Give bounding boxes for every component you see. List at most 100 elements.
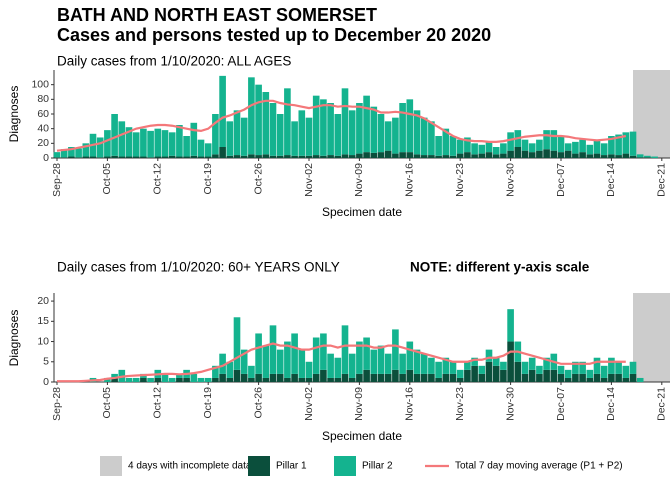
bar [651, 156, 658, 158]
bar [305, 117, 313, 156]
bar [478, 373, 486, 382]
x-tick-label: Sep-28 [51, 387, 63, 421]
bar [550, 150, 558, 158]
bar [471, 143, 478, 155]
x-tick-label: Dec-14 [605, 387, 617, 421]
bar [428, 121, 435, 156]
x-tick-label: Nov-23 [454, 163, 466, 197]
bar [269, 103, 277, 156]
bar [233, 369, 241, 382]
bar [370, 106, 378, 153]
bar [104, 377, 111, 382]
bar [500, 361, 507, 370]
legend-label: 4 days with incomplete data [128, 461, 252, 472]
bar [111, 114, 118, 156]
bar [507, 150, 514, 158]
bar [377, 345, 385, 374]
bar [543, 357, 550, 370]
y-tick-label: 15 [37, 315, 49, 327]
bar [579, 361, 586, 374]
bar [226, 155, 234, 158]
bar [334, 155, 342, 158]
y-tick-label: 0 [43, 152, 49, 164]
bar [118, 121, 126, 157]
bar [399, 152, 406, 158]
bar [327, 353, 334, 378]
bar [478, 365, 486, 374]
bar [500, 153, 507, 158]
x-tick-label: Nov-23 [454, 387, 466, 421]
bar [564, 377, 572, 382]
bar [312, 155, 320, 158]
bar [399, 353, 406, 374]
bar [262, 154, 270, 158]
bar [586, 144, 594, 155]
bar [406, 99, 414, 153]
bar [442, 155, 450, 158]
bar [629, 131, 637, 156]
bar [536, 365, 543, 374]
bar [543, 130, 550, 150]
bar [456, 139, 464, 154]
annotation: NOTE: different y-axis scale [410, 260, 590, 275]
bar [521, 361, 529, 374]
bar [636, 157, 644, 158]
bar [622, 132, 630, 154]
bar [557, 152, 565, 158]
bar [435, 136, 442, 156]
bar [442, 128, 450, 156]
bar [413, 349, 421, 374]
x-tick-label: Nov-30 [504, 163, 516, 197]
bar [291, 121, 298, 156]
bar [492, 357, 500, 366]
bar [255, 155, 262, 158]
bar [384, 373, 392, 382]
bar [219, 353, 226, 374]
moving-average-line [57, 342, 626, 383]
bar [140, 128, 147, 157]
bar [161, 130, 169, 157]
bar [190, 122, 198, 156]
bar [204, 156, 212, 158]
bar [276, 349, 284, 374]
y-tick-label: 20 [37, 295, 49, 307]
bar [377, 114, 385, 153]
bar [521, 139, 529, 151]
bar [291, 155, 298, 158]
x-tick-label: Oct-26 [252, 163, 264, 195]
bar [507, 132, 514, 151]
bar [197, 139, 205, 157]
x-tick-label: Nov-30 [504, 387, 516, 421]
x-axis-label: Specimen date [322, 429, 402, 443]
bar [543, 369, 550, 382]
bar [420, 155, 428, 158]
bar [176, 125, 183, 157]
bar [190, 373, 198, 382]
bar [291, 373, 298, 382]
bar [327, 155, 334, 158]
bar [464, 361, 471, 370]
bar [348, 110, 356, 156]
bar [392, 369, 399, 382]
x-tick-label: Oct-05 [101, 163, 113, 195]
bar [363, 152, 370, 158]
bar [341, 88, 349, 155]
bar [478, 144, 486, 154]
bar [233, 110, 241, 156]
bar [406, 152, 414, 158]
bar [269, 373, 277, 382]
bar [384, 150, 392, 158]
bar [644, 155, 651, 158]
bar [89, 156, 97, 158]
y-axis-label: Diagnoses [7, 310, 21, 367]
bar [255, 84, 262, 156]
bar [53, 152, 61, 158]
bar [125, 156, 133, 158]
bar [240, 373, 248, 382]
bar [341, 325, 349, 374]
bar [226, 121, 234, 156]
bar [132, 132, 140, 157]
bar [183, 136, 190, 157]
bar [557, 365, 565, 374]
bar [629, 373, 637, 382]
